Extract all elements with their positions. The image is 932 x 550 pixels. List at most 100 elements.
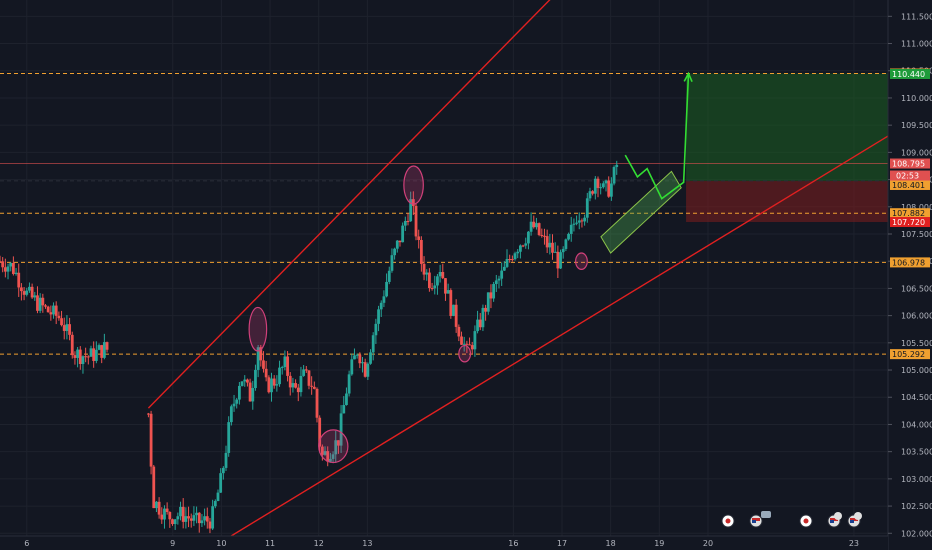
- candle-body: [179, 506, 182, 517]
- candle-body: [171, 519, 174, 525]
- candle-body: [30, 286, 34, 298]
- price-tick-label: 108.000: [901, 203, 932, 212]
- candle-body: [11, 262, 15, 274]
- candle-body: [181, 506, 185, 522]
- candle-body: [25, 290, 29, 295]
- price-tick-label: 104.000: [901, 420, 932, 429]
- projection-path[interactable]: [624, 73, 690, 200]
- price-axis[interactable]: 111.500111.000110.500110.000109.500109.0…: [887, 0, 932, 550]
- candle-body: [545, 236, 549, 248]
- candle-body: [304, 369, 308, 371]
- highlight-ellipse[interactable]: [318, 429, 349, 464]
- candle-body: [580, 220, 584, 222]
- candle-body: [155, 501, 158, 509]
- channel-line-lower[interactable]: [230, 135, 889, 537]
- candle-body: [583, 217, 587, 222]
- candle-body: [436, 276, 439, 286]
- time-axis[interactable]: 6 9 10 11 12 13 16 17 18 19 20 23: [0, 535, 888, 550]
- time-tick-label: 19: [654, 539, 664, 548]
- candle-body: [270, 378, 273, 393]
- price-tick-label: 110.000: [901, 94, 932, 103]
- candle-body: [473, 331, 477, 350]
- candle-body: [601, 183, 605, 188]
- event-markers[interactable]: [721, 511, 862, 528]
- candle-body: [33, 295, 37, 298]
- highlight-ellipse[interactable]: [248, 306, 268, 352]
- highlight-ellipse[interactable]: [575, 252, 588, 270]
- candle-body: [65, 324, 69, 331]
- candle-body: [38, 297, 42, 311]
- candle-body: [176, 516, 180, 520]
- candle-body: [100, 345, 104, 358]
- grid: [0, 0, 888, 536]
- candle-body: [200, 520, 204, 524]
- price-tag-box: [890, 349, 930, 360]
- price-tag-box: [890, 158, 930, 169]
- candle-body: [518, 245, 522, 252]
- time-tick-label: 13: [362, 539, 372, 548]
- price-tick-label: 105.000: [901, 366, 932, 375]
- candle-body: [497, 278, 501, 281]
- candle-body: [54, 305, 58, 316]
- candle-body: [49, 312, 53, 315]
- candle-body: [347, 374, 351, 394]
- candle-body: [454, 304, 458, 327]
- candle-body: [44, 305, 47, 307]
- flag-icon-stripe: [830, 518, 838, 521]
- candle-body: [165, 508, 169, 513]
- flag-icon-stripe: [850, 518, 858, 521]
- candle-body: [572, 223, 576, 225]
- candle-body: [208, 521, 212, 529]
- channel-line-upper[interactable]: [147, 0, 552, 409]
- candle-body: [294, 383, 297, 388]
- candle-body: [615, 164, 619, 168]
- price-tick-label: 105.500: [901, 339, 932, 348]
- candle-body: [385, 281, 388, 297]
- candle-body: [334, 440, 338, 455]
- time-tick-label: 12: [314, 539, 324, 548]
- time-axis-background: [0, 536, 888, 550]
- candle-body: [283, 356, 287, 368]
- candle-body: [438, 271, 442, 277]
- projection-annotations[interactable]: [600, 71, 693, 254]
- highlight-ellipse[interactable]: [458, 344, 472, 363]
- candle-body: [22, 291, 26, 295]
- candle-body: [428, 272, 431, 289]
- candle-body: [256, 347, 260, 370]
- candle-body: [516, 251, 520, 254]
- candle-body: [28, 286, 31, 291]
- price-tick-label: 107.500: [901, 230, 932, 239]
- candle-body: [84, 356, 88, 358]
- candle-body: [481, 307, 485, 328]
- entry-box[interactable]: [600, 170, 682, 254]
- projection-arrowhead[interactable]: [683, 71, 693, 83]
- candle-body: [192, 515, 196, 521]
- channel-lines[interactable]: [147, 0, 889, 537]
- time-tick-label: 10: [216, 539, 226, 548]
- candle-body: [163, 508, 166, 520]
- flag-icon-canton: [752, 520, 756, 523]
- highlight-ellipses[interactable]: [248, 165, 588, 464]
- candle-body: [559, 252, 562, 269]
- price-tag-label: 110.440: [892, 70, 925, 79]
- event-marker-dot: [725, 518, 731, 524]
- highlight-ellipse[interactable]: [403, 165, 424, 205]
- candle-body: [152, 466, 156, 509]
- candle-body: [17, 272, 21, 288]
- candle-body: [468, 344, 471, 346]
- candle-body: [537, 223, 541, 235]
- price-tick-label: 111.000: [901, 40, 932, 49]
- candle-body: [363, 362, 367, 377]
- candle-body: [57, 315, 61, 319]
- candle-body: [92, 348, 96, 361]
- candle-body: [575, 222, 578, 224]
- candle-body: [355, 354, 359, 356]
- horizontal-levels[interactable]: [0, 73, 888, 355]
- flag-icon-canton: [850, 520, 854, 523]
- candle-body: [486, 292, 490, 312]
- candle-body: [326, 451, 330, 462]
- price-tag-box: [890, 208, 930, 219]
- candle-body: [588, 191, 592, 199]
- candle-body: [449, 290, 453, 316]
